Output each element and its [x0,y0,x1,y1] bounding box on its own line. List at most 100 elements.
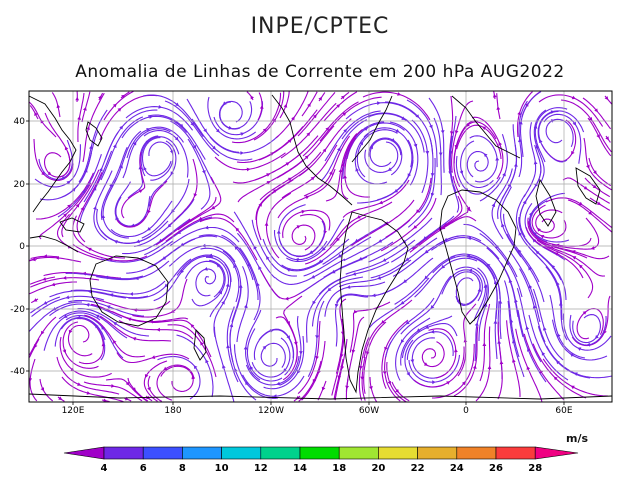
streamline-arrow [502,172,506,177]
streamline-arrow [405,257,410,261]
streamline-arrow [80,206,84,211]
streamline-arrow [604,96,609,100]
streamline-arrow [81,189,86,194]
streamline-arrow [336,104,341,108]
streamline-arrow [352,272,357,276]
streamline-arrow [112,103,117,108]
streamline-arrow [132,337,137,341]
streamline-arrow [572,121,577,126]
streamline-arrow [341,162,345,167]
colorbar-label: 18 [332,463,346,474]
streamline-arrow [468,268,473,273]
colorbar-segment [495,446,536,460]
streamline-arrow [29,378,33,382]
streamline-arrow [424,275,429,280]
streamline-arrow [147,386,151,391]
streamline [219,101,253,130]
streamline-arrow [327,287,332,292]
streamline-arrow [190,122,195,127]
streamline-arrow [103,398,108,402]
streamline-arrow [482,342,487,346]
streamline-arrow [517,111,521,116]
latitude-ticks: 40 20 0 -20 -40 [10,117,29,377]
colorbar-segment [221,446,262,460]
streamline [207,96,257,140]
streamline [449,115,457,193]
streamline [218,100,243,130]
streamline [231,92,282,144]
colorbar-max-arrow [534,446,579,460]
streamline-arrow [358,256,363,261]
streamline [571,295,611,347]
plot-frame [28,90,613,403]
colorbar-label: 10 [215,463,229,474]
streamline-arrow [143,166,147,171]
streamline-arrow [315,355,319,360]
streamline [560,99,612,153]
streamline-arrow [286,321,290,325]
streamline-arrow [253,245,257,250]
streamline [206,256,230,318]
streamline-arrow [325,127,330,131]
streamline-arrow [558,302,563,306]
streamline-arrow [138,189,143,193]
streamline-arrow [400,300,405,305]
streamline-arrow [258,202,263,207]
streamline [169,120,215,185]
streamline-arrow [334,303,339,308]
streamline-arrow [198,216,203,221]
streamline-arrow [111,384,115,388]
streamline-arrow [449,131,454,135]
streamline-arrow [222,101,227,106]
streamline [567,199,612,233]
streamline-arrow [337,375,342,380]
streamline [246,91,254,101]
coastline [451,95,521,159]
streamline [195,268,217,297]
streamline-arrow [555,243,560,248]
streamline-arrow [222,364,226,369]
colorbar-label: 20 [371,463,385,474]
streamline [317,380,327,401]
streamline-arrow [77,382,82,386]
streamline-arrow [353,309,358,314]
streamline-arrow [212,145,216,150]
streamline [503,280,520,358]
streamline-arrow [58,396,63,400]
streamline-arrow [557,333,561,338]
streamline-arrow [309,250,314,254]
streamline-arrow [493,320,498,324]
streamline [90,280,166,295]
streamline-arrow [106,305,111,309]
streamline-arrow [472,365,477,369]
streamline-arrow [170,171,175,176]
streamline-arrow [533,160,538,165]
streamline-arrow [259,105,264,109]
streamline [186,98,240,153]
coastline [193,329,207,361]
streamline-arrow [245,381,249,386]
streamline-arrow [342,112,347,116]
streamline-arrow [474,322,479,326]
streamline-arrow [415,114,420,118]
streamline-arrow [147,209,151,214]
streamline-arrow [304,155,309,160]
lon-tick-label: 120E [62,406,85,416]
map-title: Anomalia de Linhas de Corrente em 200 hP… [75,62,565,82]
streamline-arrow [117,107,122,112]
streamline-arrow [430,173,435,177]
streamline-arrow [590,246,595,250]
streamline-arrow [577,347,582,351]
streamline-arrow [586,164,590,169]
streamline-arrow [356,215,361,219]
streamline-arrow [413,225,418,229]
lat-tick-label: -20 [10,305,25,315]
streamline-arrow [573,372,578,376]
streamline [496,93,501,120]
streamline-arrow [244,304,248,309]
streamline-arrow [382,258,387,262]
streamline-arrow [98,95,102,100]
streamline-arrow [571,95,576,100]
streamline-arrow [588,117,593,121]
streamline-arrow [467,236,472,241]
